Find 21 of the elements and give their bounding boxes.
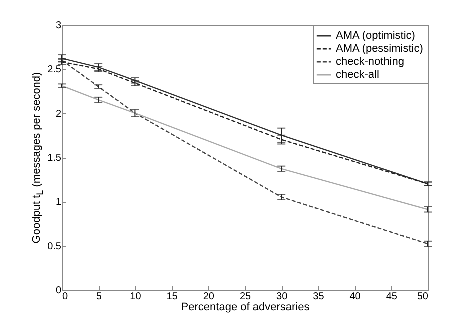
x-tick-label: 35 xyxy=(313,292,325,302)
x-axis-title: Percentage of adversaries xyxy=(181,302,310,314)
legend-label: check-all xyxy=(336,69,380,81)
y-tick-label: 3 xyxy=(56,20,62,32)
x-tick-label: 5 xyxy=(96,292,102,302)
y-tick-label: 2.5 xyxy=(48,64,62,76)
legend-label: AMA (pessimistic) xyxy=(336,43,424,55)
x-tick-label: 15 xyxy=(166,292,178,302)
x-tick-label: 30 xyxy=(276,292,288,302)
y-tick-label: 1.5 xyxy=(48,153,62,164)
legend-label: check-nothing xyxy=(336,56,404,68)
y-tick-label: 1 xyxy=(56,197,62,208)
y-tick-label: 2 xyxy=(56,108,62,120)
x-tick-label: 50 xyxy=(417,292,429,302)
x-tick-label: 45 xyxy=(386,292,398,302)
x-tick-label: 40 xyxy=(350,292,362,302)
x-tick-label: 10 xyxy=(130,292,142,302)
y-tick-label: 0.5 xyxy=(48,241,62,252)
x-tick-label: 25 xyxy=(240,292,252,302)
x-tick-label: 20 xyxy=(203,292,215,302)
legend-label: AMA (optimistic) xyxy=(336,30,416,42)
